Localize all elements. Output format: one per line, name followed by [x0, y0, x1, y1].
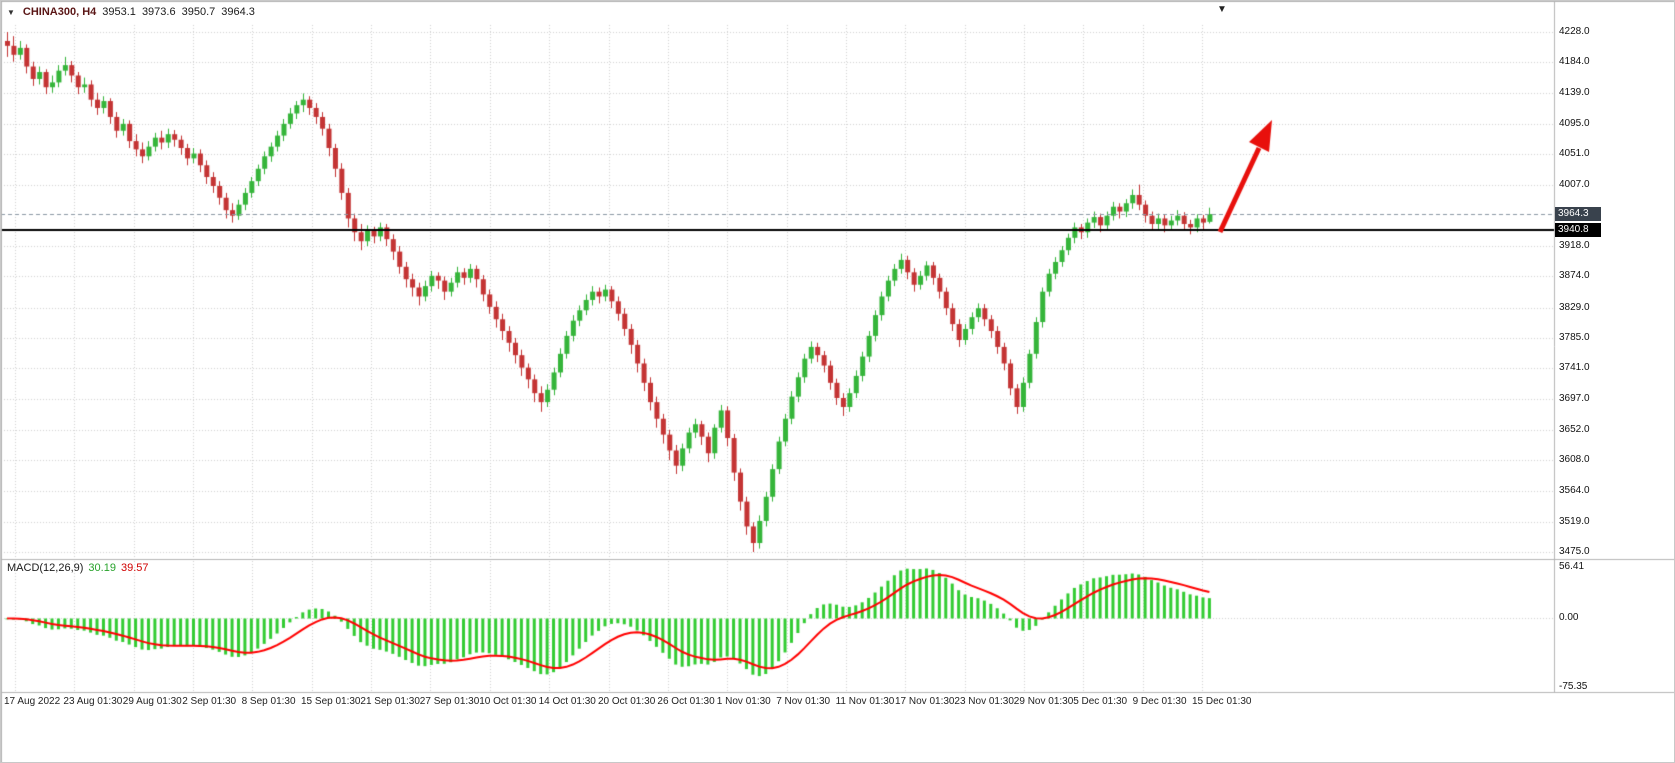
symbol-dropdown-icon[interactable]: ▼ [7, 7, 15, 17]
time-axis-label: 17 Nov 01:30 [895, 696, 955, 707]
time-axis-label: 23 Nov 01:30 [954, 696, 1014, 707]
macd-main-value: 30.19 [88, 562, 116, 574]
price-tick-label: 3519.0 [1559, 515, 1590, 527]
time-axis-label: 7 Nov 01:30 [776, 696, 831, 707]
time-axis-label: 1 Nov 01:30 [716, 696, 771, 707]
price-tick-label: 3652.0 [1559, 423, 1590, 435]
time-axis-label: 15 Dec 01:30 [1192, 696, 1252, 707]
price-tick-label: 3918.0 [1559, 240, 1590, 252]
macd-name-label: MACD(12,26,9) [7, 562, 84, 574]
price-tick-label: 3475.0 [1559, 546, 1590, 557]
price-tick-label: 4095.0 [1559, 117, 1590, 129]
time-axis-label: 14 Oct 01:30 [538, 696, 596, 707]
price-tick-label: 3741.0 [1559, 362, 1590, 374]
price-tick-label: 3829.0 [1559, 301, 1590, 313]
time-axis-label: 21 Sep 01:30 [360, 696, 420, 707]
price-tick-label: 4051.0 [1559, 148, 1590, 160]
time-axis-label: 15 Sep 01:30 [301, 696, 361, 707]
time-axis-label: 29 Aug 01:30 [122, 696, 182, 707]
price-tick-label: 3608.0 [1559, 454, 1590, 466]
low-value: 3950.7 [181, 6, 216, 18]
time-axis-label: 11 Nov 01:30 [835, 696, 895, 707]
open-value: 3953.1 [102, 6, 136, 18]
price-tick-label: 3785.0 [1559, 331, 1590, 343]
price-tick-label: 4184.0 [1559, 56, 1590, 68]
time-axis-label: 23 Aug 01:30 [63, 696, 123, 707]
price-tick-label: 3697.0 [1559, 392, 1590, 404]
time-axis-label: 2 Sep 01:30 [182, 696, 237, 707]
price-tick-label: 4139.0 [1559, 87, 1590, 99]
time-axis-label: 5 Dec 01:30 [1073, 696, 1128, 707]
macd-tick-label: 0.00 [1559, 612, 1579, 624]
time-axis-label: 29 Nov 01:30 [1013, 696, 1074, 707]
macd-signal-value: 39.57 [120, 562, 149, 574]
hline-price-badge: 3940.8 [1555, 223, 1601, 238]
price-tick-label: 4007.0 [1559, 178, 1590, 190]
time-axis-label: 20 Oct 01:30 [598, 696, 656, 707]
price-tick-label: 3564.0 [1559, 484, 1590, 496]
time-axis-label: 8 Sep 01:30 [241, 696, 296, 707]
macd-tick-label: -75.35 [1559, 681, 1588, 692]
price-tick-label: 3874.0 [1559, 270, 1590, 282]
chart-header: ▼ CHINA300, H4 3953.1 3973.6 3950.7 3964… [7, 5, 255, 19]
time-axis-label: 9 Dec 01:30 [1132, 696, 1187, 707]
close-value: 3964.3 [221, 6, 255, 18]
macd-tick-label: 56.41 [1559, 561, 1585, 572]
time-axis-label: 10 Oct 01:30 [479, 696, 537, 707]
time-axis-label: 26 Oct 01:30 [657, 696, 715, 707]
time-axis-label: 17 Aug 2022 [4, 696, 61, 707]
symbol-timeframe-label: CHINA300, H4 [22, 6, 97, 18]
time-axis-label: 27 Sep 01:30 [419, 696, 480, 707]
high-value: 3973.6 [141, 6, 176, 18]
chart-shift-marker-icon[interactable]: ▼ [1217, 4, 1227, 15]
price-tick-label: 4228.0 [1559, 26, 1590, 37]
macd-indicator-label: MACD(12,26,9) 30.19 39.57 [7, 562, 148, 574]
current-price-badge: 3964.3 [1555, 207, 1601, 222]
